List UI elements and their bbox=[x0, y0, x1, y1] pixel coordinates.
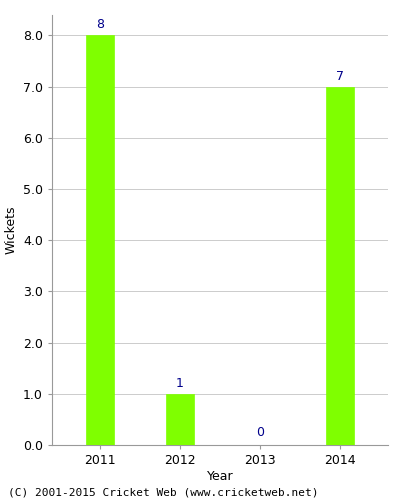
Text: 7: 7 bbox=[336, 70, 344, 82]
Bar bbox=[326, 86, 354, 445]
Text: 1: 1 bbox=[176, 376, 184, 390]
X-axis label: Year: Year bbox=[207, 470, 233, 483]
Text: 0: 0 bbox=[256, 426, 264, 439]
Text: (C) 2001-2015 Cricket Web (www.cricketweb.net): (C) 2001-2015 Cricket Web (www.cricketwe… bbox=[8, 488, 318, 498]
Text: 8: 8 bbox=[96, 18, 104, 32]
Y-axis label: Wickets: Wickets bbox=[4, 206, 18, 254]
Bar bbox=[86, 36, 114, 445]
Bar bbox=[166, 394, 194, 445]
